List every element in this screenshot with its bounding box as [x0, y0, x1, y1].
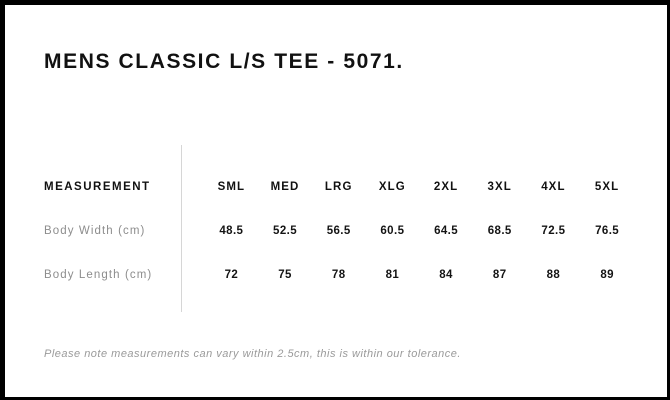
column-header-5xl: 5XL	[594, 181, 620, 193]
column-rule-spacer	[176, 165, 204, 209]
size-measurement-table: MEASUREMENT SML MED LRG XLG 2XL 3XL 4XL …	[44, 165, 634, 297]
cell-body-length-4xl: 88	[546, 269, 561, 281]
row-rule-spacer	[176, 253, 204, 297]
cell-body-width-3xl: 68.5	[487, 225, 512, 237]
column-header-med: MED	[270, 181, 300, 193]
table-row: Body Length (cm) 72 75 78 81 84 87 88 89	[44, 253, 634, 297]
card-inner: MENS CLASSIC L/S TEE - 5071. MEASUREMENT…	[5, 5, 667, 397]
column-header-lrg: LRG	[324, 181, 353, 193]
cell-body-width-med: 52.5	[273, 225, 298, 237]
cell-body-width-lrg: 56.5	[326, 225, 351, 237]
cell-body-width-5xl: 76.5	[595, 225, 620, 237]
column-header-4xl: 4XL	[541, 181, 566, 193]
cell-body-length-3xl: 87	[492, 269, 507, 281]
tolerance-note: Please note measurements can vary within…	[44, 348, 461, 360]
column-header-2xl: 2XL	[433, 181, 459, 193]
cell-body-length-med: 75	[278, 269, 292, 281]
table-header-row: MEASUREMENT SML MED LRG XLG 2XL 3XL 4XL …	[44, 165, 634, 209]
table-head: MEASUREMENT SML MED LRG XLG 2XL 3XL 4XL …	[44, 165, 634, 209]
table-vertical-divider	[181, 145, 182, 312]
column-header-xlg: XLG	[378, 181, 406, 193]
cell-body-width-sml: 48.5	[219, 225, 244, 237]
cell-body-length-lrg: 78	[331, 269, 346, 281]
column-header-3xl: 3XL	[487, 181, 512, 193]
cell-body-length-sml: 72	[224, 269, 239, 281]
column-header-measurement: MEASUREMENT	[44, 181, 151, 193]
table-row: Body Width (cm) 48.5 52.5 56.5 60.5 64.5…	[44, 209, 634, 253]
cell-body-width-4xl: 72.5	[541, 225, 566, 237]
column-header-sml: SML	[217, 181, 246, 193]
page-title: MENS CLASSIC L/S TEE - 5071.	[44, 50, 404, 73]
row-label-body-length: Body Length (cm)	[44, 269, 153, 281]
cell-body-width-xlg: 60.5	[380, 225, 405, 237]
table-body: Body Width (cm) 48.5 52.5 56.5 60.5 64.5…	[44, 209, 634, 297]
cell-body-length-5xl: 89	[600, 269, 614, 281]
cell-body-length-2xl: 84	[439, 269, 453, 281]
cell-body-length-xlg: 81	[385, 269, 400, 281]
cell-body-width-2xl: 64.5	[434, 225, 459, 237]
row-label-body-width: Body Width (cm)	[44, 225, 146, 237]
row-rule-spacer	[176, 209, 204, 253]
